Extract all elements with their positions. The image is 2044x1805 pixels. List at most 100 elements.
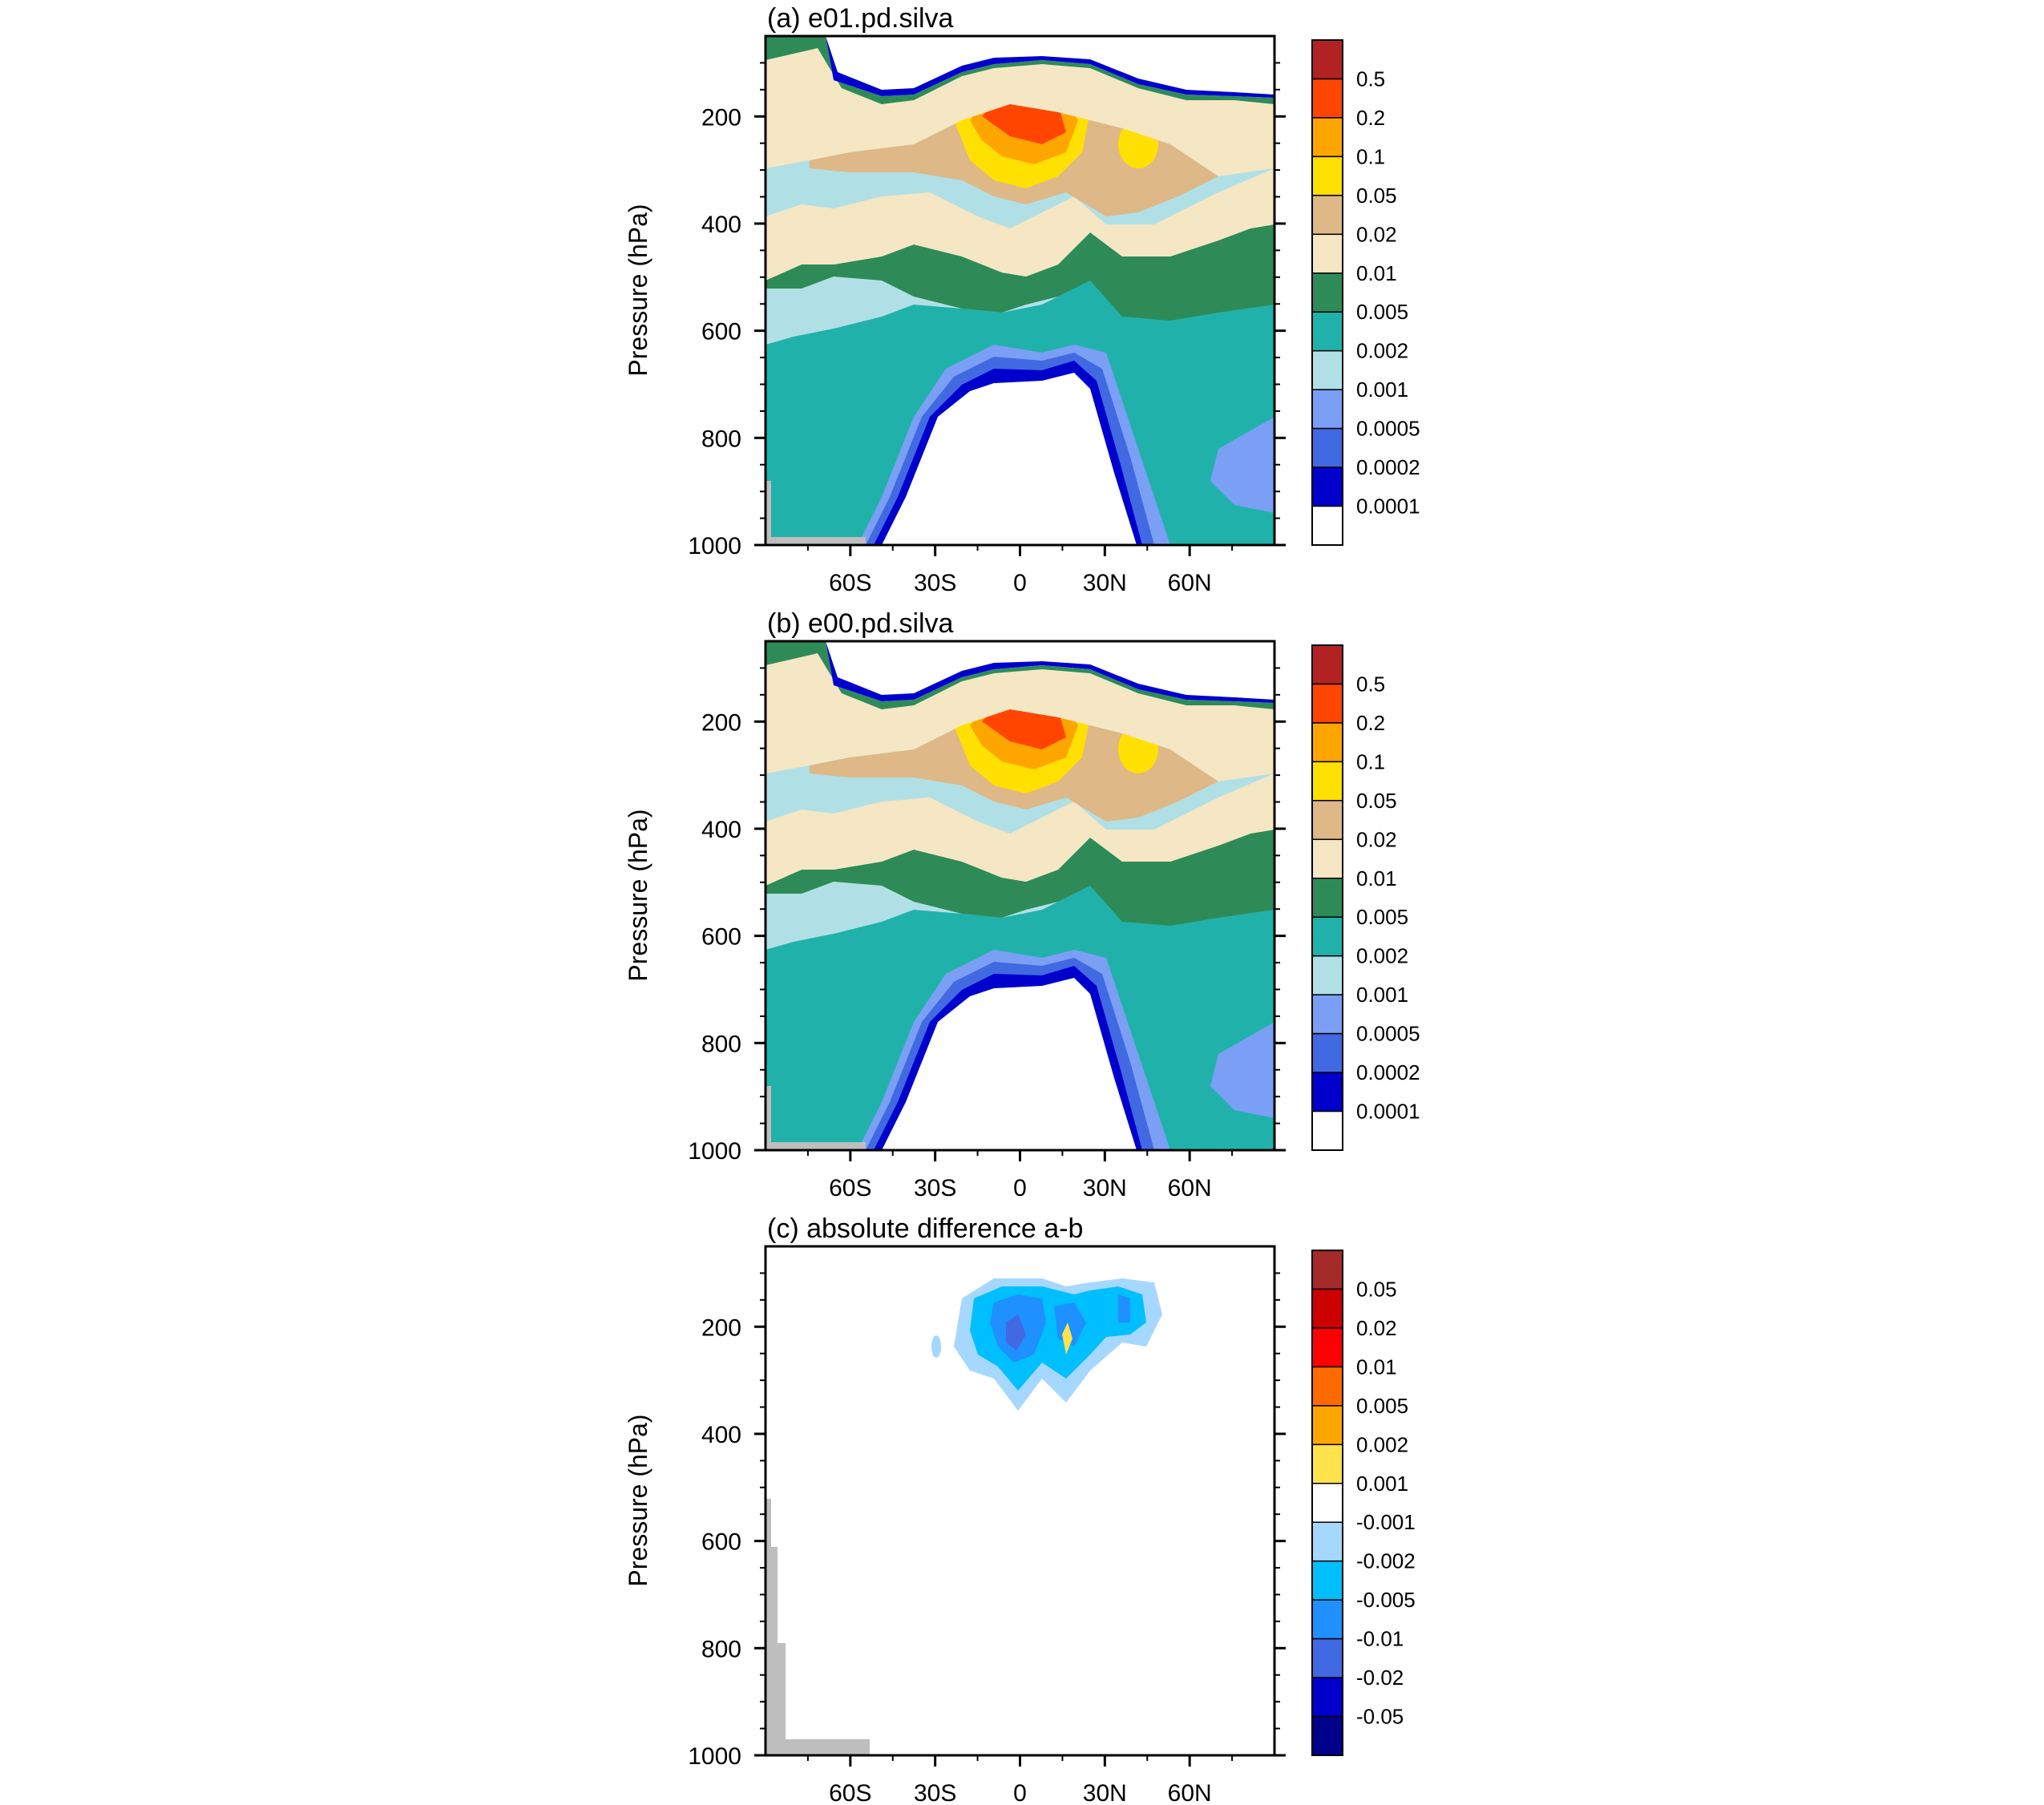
colorbar-label: -0.02 xyxy=(1356,1666,1404,1690)
colorbar-box xyxy=(1311,273,1343,313)
x-tick-label: 60N xyxy=(1168,1175,1212,1201)
colorbar-box xyxy=(1311,916,1343,957)
y-tick-label: 800 xyxy=(701,1031,741,1057)
colorbar-box xyxy=(1311,1444,1343,1484)
colorbar-label: 0.02 xyxy=(1356,827,1397,851)
colorbar-label: -0.002 xyxy=(1356,1549,1416,1573)
panel-c-y-axis-label: Pressure (hPa) xyxy=(624,1414,652,1586)
x-tick-label: 0 xyxy=(1013,1175,1027,1201)
colorbar-box xyxy=(1311,955,1343,995)
panel-a-contour-field xyxy=(765,36,1274,545)
colorbar-box xyxy=(1311,800,1343,841)
colorbar-label: 0.005 xyxy=(1356,905,1408,929)
y-tick-label: 600 xyxy=(701,924,741,951)
panel-b-y-axis-label: Pressure (hPa) xyxy=(624,809,652,981)
panel-a-colorbar: 0.5 0.2 0.1 0.05 0.02 0.01 0.005 0.002 0.001 0.00… xyxy=(1311,39,1420,546)
colorbar-label: 0.002 xyxy=(1356,339,1408,363)
colorbar-box xyxy=(1311,1032,1343,1073)
y-tick-label: 800 xyxy=(701,426,741,452)
x-tick-label: 60S xyxy=(829,1175,871,1201)
colorbar-label: -0.01 xyxy=(1356,1627,1404,1651)
colorbar-box xyxy=(1311,1560,1343,1601)
colorbar-label: 0.002 xyxy=(1356,944,1408,968)
y-tick-label: 400 xyxy=(701,212,741,238)
colorbar-label: 0.01 xyxy=(1356,866,1397,890)
x-tick-label: 0 xyxy=(1013,1780,1027,1805)
colorbar-label: 0.05 xyxy=(1356,789,1397,813)
panel-c: (c) absolute difference a-b 200 400 600 800… xyxy=(624,1213,1416,1805)
colorbar-box xyxy=(1311,1483,1343,1523)
panel-a-axes: 200 400 600 800 1000 60S 30S 0 30N 60N xyxy=(688,62,1286,596)
colorbar-label: 0.5 xyxy=(1356,67,1385,91)
colorbar-box xyxy=(1311,761,1343,802)
x-tick-label: 30N xyxy=(1083,1780,1127,1805)
colorbar-box xyxy=(1311,1599,1343,1640)
y-tick-label: 600 xyxy=(701,319,741,345)
colorbar-box xyxy=(1311,466,1343,507)
colorbar-label: 0.001 xyxy=(1356,1472,1408,1496)
colorbar-label: 0.0002 xyxy=(1356,1060,1420,1084)
y-tick-label: 800 xyxy=(701,1636,741,1662)
x-tick-label: 60N xyxy=(1168,1780,1212,1805)
x-tick-label: 60S xyxy=(829,1780,871,1805)
panel-b-contour-field xyxy=(765,641,1274,1150)
colorbar-box xyxy=(1311,1715,1343,1756)
panel-a: (a) e01.pd.silva 200 400 600 800 1000 60S 30S 0… xyxy=(624,3,1420,596)
colorbar-label: 0.1 xyxy=(1356,144,1385,168)
colorbar-box xyxy=(1311,683,1343,724)
colorbar-box xyxy=(1311,838,1343,879)
panel-b-title: (b) e00.pd.silva xyxy=(767,608,954,639)
colorbar-box xyxy=(1311,1637,1343,1678)
colorbar-label: -0.005 xyxy=(1356,1588,1416,1612)
colorbar-box xyxy=(1311,1521,1343,1562)
colorbar-box xyxy=(1311,155,1343,196)
x-tick-label: 30S xyxy=(914,1780,956,1805)
colorbar-label: 0.0002 xyxy=(1356,455,1420,479)
y-tick-label: 1000 xyxy=(688,533,741,559)
colorbar-box xyxy=(1311,644,1343,685)
colorbar-label: 0.01 xyxy=(1356,1355,1397,1379)
panel-a-y-axis-label: Pressure (hPa) xyxy=(624,204,652,376)
x-tick-label: 60S xyxy=(829,570,871,596)
panel-c-colorbar: 0.05 0.02 0.01 0.005 0.002 0.001 -0.001 -0.002 -… xyxy=(1311,1250,1416,1756)
colorbar-box xyxy=(1311,117,1343,158)
colorbar-box xyxy=(1311,1366,1343,1407)
colorbar-box xyxy=(1311,39,1343,80)
colorbar-box xyxy=(1311,1288,1343,1329)
colorbar-label: 0.02 xyxy=(1356,1316,1397,1340)
colorbar-label: 0.0005 xyxy=(1356,417,1420,441)
x-tick-label: 0 xyxy=(1013,570,1027,596)
colorbar-label: 0.5 xyxy=(1356,672,1385,696)
colorbar-label: 0.001 xyxy=(1356,378,1408,402)
colorbar-box xyxy=(1311,78,1343,119)
panel-a-title: (a) e01.pd.silva xyxy=(767,3,954,34)
y-tick-label: 1000 xyxy=(688,1743,741,1770)
colorbar-label: 0.005 xyxy=(1356,1394,1408,1418)
panel-b-axes: 200 400 600 800 1000 60S 30S 0 30N 60N xyxy=(688,667,1286,1201)
colorbar-label: 0.0001 xyxy=(1356,495,1420,519)
colorbar-frame xyxy=(1311,1250,1343,1756)
x-tick-label: 30N xyxy=(1083,1175,1127,1201)
colorbar-box xyxy=(1311,1405,1343,1446)
y-tick-label: 200 xyxy=(701,104,741,131)
colorbar-box xyxy=(1311,389,1343,430)
x-tick-label: 30S xyxy=(914,1175,956,1201)
colorbar-label: 0.02 xyxy=(1356,222,1397,246)
colorbar-label: 0.0001 xyxy=(1356,1100,1420,1124)
colorbar-label: 0.2 xyxy=(1356,106,1385,130)
colorbar-label: -0.05 xyxy=(1356,1705,1404,1729)
colorbar-label: 0.0005 xyxy=(1356,1022,1420,1046)
colorbar-box xyxy=(1311,233,1343,274)
colorbar-label: 0.05 xyxy=(1356,1277,1397,1301)
colorbar-frame xyxy=(1311,39,1343,546)
colorbar-label: 0.001 xyxy=(1356,983,1408,1007)
y-tick-label: 600 xyxy=(701,1529,741,1556)
colorbar-box xyxy=(1311,311,1343,352)
x-tick-label: 60N xyxy=(1168,570,1212,596)
colorbar-box xyxy=(1311,994,1343,1035)
colorbar-box xyxy=(1311,1110,1343,1151)
x-tick-label: 30N xyxy=(1083,570,1127,596)
panel-b-colorbar: 0.5 0.2 0.1 0.05 0.02 0.01 0.005 0.002 0.001 0.00… xyxy=(1311,644,1420,1151)
colorbar-box xyxy=(1311,1327,1343,1368)
